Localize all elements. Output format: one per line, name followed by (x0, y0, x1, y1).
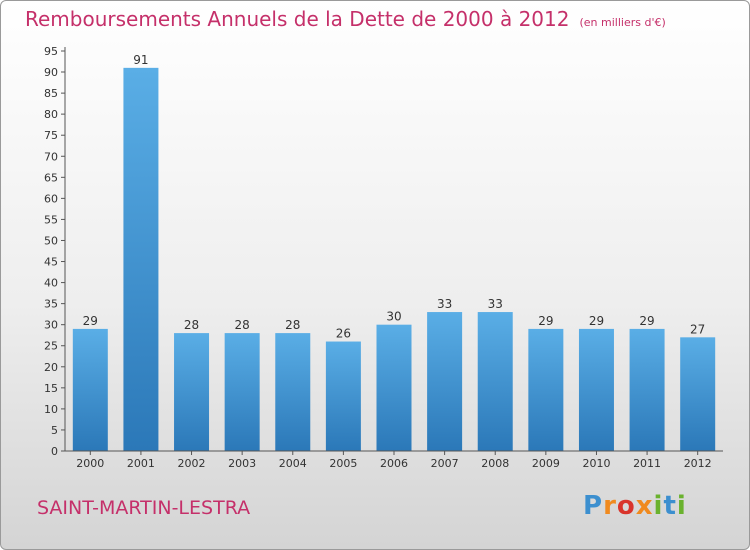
bar (578, 328, 614, 451)
y-tick-label: 35 (44, 298, 58, 311)
y-tick-label: 0 (51, 445, 58, 458)
x-tick-label: 2005 (329, 457, 357, 470)
y-tick-label: 30 (44, 319, 58, 332)
bar-value-label: 28 (235, 318, 250, 332)
y-tick-label: 5 (51, 424, 58, 437)
bar-value-label: 91 (133, 53, 148, 67)
chart-title: Remboursements Annuels de la Dette de 20… (25, 7, 666, 31)
y-tick-label: 45 (44, 256, 58, 269)
y-tick-label: 75 (44, 129, 58, 142)
x-tick-label: 2011 (633, 457, 661, 470)
x-axis: 2000 2001 2002 2003 2004 2005 2006 2007 2008 2009… (65, 450, 723, 470)
y-tick-label: 95 (44, 45, 58, 58)
x-tick-label: 2000 (76, 457, 104, 470)
bar (123, 67, 159, 451)
x-tick-label: 2007 (431, 457, 459, 470)
bar (224, 333, 260, 451)
y-tick-label: 80 (44, 108, 58, 121)
y-tick-label: 60 (44, 192, 58, 205)
bar-value-label: 33 (488, 297, 503, 311)
bar-value-label: 27 (690, 322, 705, 336)
bar (376, 324, 412, 451)
x-tick-label: 2006 (380, 457, 408, 470)
y-tick-label: 40 (44, 277, 58, 290)
bar-value-label: 29 (639, 314, 654, 328)
bar-value-label: 28 (184, 318, 199, 332)
y-tick-label: 70 (44, 150, 58, 163)
x-tick-label: 2012 (684, 457, 712, 470)
y-axis: 0 5 10 15 20 25 30 35 40 45 50 55 60 65 70 75 80 85 90 95 (44, 45, 66, 458)
bar (528, 328, 564, 451)
bar-value-label: 26 (336, 327, 351, 341)
title-text: Remboursements Annuels de la Dette de 20… (25, 7, 570, 31)
x-tick-label: 2010 (582, 457, 610, 470)
x-tick-label: 2002 (178, 457, 206, 470)
bar-value-label: 29 (538, 314, 553, 328)
y-tick-label: 50 (44, 234, 58, 247)
bar-value-label: 30 (386, 310, 401, 324)
x-tick-label: 2001 (127, 457, 155, 470)
y-tick-label: 55 (44, 213, 58, 226)
x-tick-label: 2004 (279, 457, 307, 470)
proxiti-logo[interactable]: Proxiti (583, 491, 687, 521)
y-tick-label: 15 (44, 382, 58, 395)
commune-name: SAINT-MARTIN-LESTRA (37, 497, 251, 519)
bar (427, 312, 463, 451)
y-tick-label: 20 (44, 361, 58, 374)
x-tick-label: 2003 (228, 457, 256, 470)
bar-value-label: 29 (83, 314, 98, 328)
y-tick-label: 85 (44, 87, 58, 100)
bar (680, 337, 716, 451)
bar (477, 312, 513, 451)
y-tick-label: 25 (44, 340, 58, 353)
bar (72, 328, 108, 451)
bar (275, 333, 311, 451)
y-tick-label: 90 (44, 66, 58, 79)
x-tick-label: 2009 (532, 457, 560, 470)
bar-value-label: 29 (589, 314, 604, 328)
bar-value-label: 33 (437, 297, 452, 311)
y-tick-label: 65 (44, 171, 58, 184)
bar (629, 328, 665, 451)
bar-value-label: 28 (285, 318, 300, 332)
bar (174, 333, 210, 451)
x-tick-label: 2008 (481, 457, 509, 470)
unit-note: (en milliers d'€) (579, 16, 666, 29)
bars: 29 91 28 28 28 26 30 33 33 29 29 29 27 (72, 53, 716, 451)
bar (325, 341, 361, 451)
y-tick-label: 10 (44, 403, 58, 416)
